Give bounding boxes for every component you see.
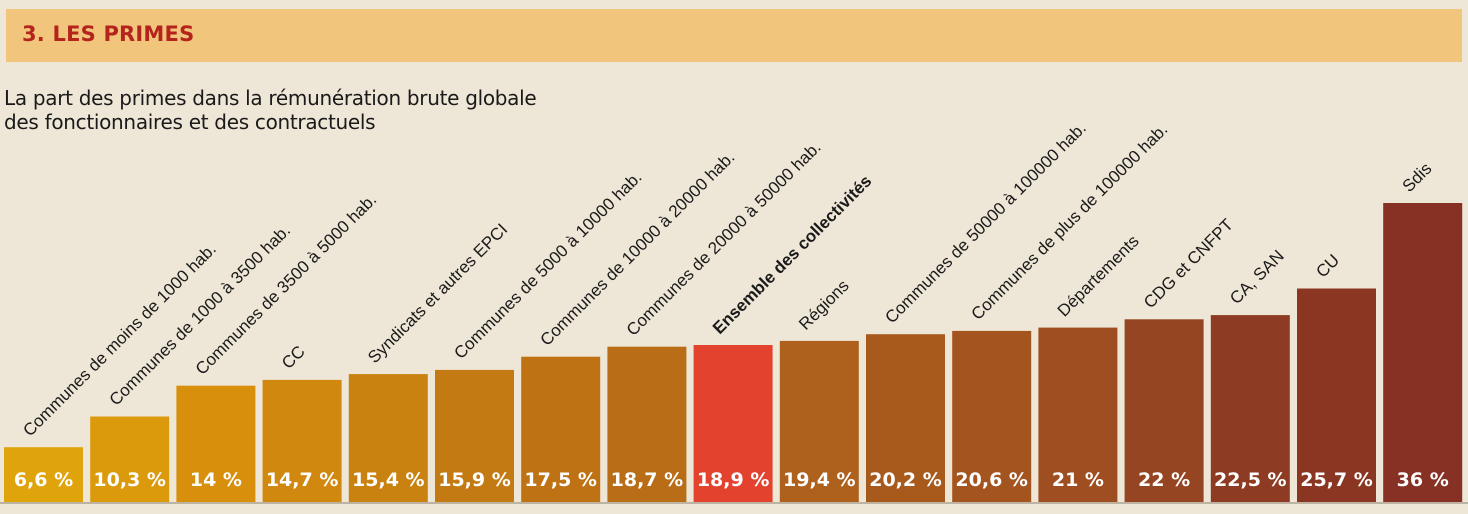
bar-value-label: 6,6 % [14, 469, 73, 491]
bar-value-label: 20,2 % [869, 469, 942, 491]
bar [1210, 315, 1290, 502]
chart-subtitle: La part des primes dans la rémunération … [4, 86, 537, 134]
bar-value-label: 18,9 % [697, 469, 770, 491]
bar [693, 345, 773, 502]
bar [1124, 319, 1204, 502]
category-label: CA, SAN [1226, 246, 1288, 308]
page-title: 3. LES PRIMES [22, 22, 195, 46]
category-label: Sdis [1399, 159, 1436, 196]
header-band: 3. LES PRIMES [6, 9, 1462, 62]
bar [176, 385, 256, 502]
bar-value-label: 22 % [1138, 469, 1190, 491]
bar [779, 340, 859, 502]
bar-value-label: 21 % [1052, 469, 1104, 491]
subtitle-line-2: des fonctionnaires et des contractuels [4, 110, 376, 134]
bar-value-label: 22,5 % [1214, 469, 1287, 491]
bar-value-label: 17,5 % [524, 469, 597, 491]
bar-value-label: 25,7 % [1300, 469, 1373, 491]
category-label: CDG et CNFPT [1140, 215, 1237, 312]
bar-value-label: 15,9 % [438, 469, 511, 491]
category-label: Syndicats et autres EPCI [364, 220, 511, 367]
subtitle-line-1: La part des primes dans la rémunération … [4, 86, 537, 110]
category-label: CU [1312, 251, 1343, 282]
bar-value-label: 14 % [190, 469, 242, 491]
bar [262, 379, 342, 502]
bar [348, 374, 428, 502]
bar-value-label: 14,7 % [266, 469, 339, 491]
bar [1038, 327, 1118, 502]
bar-value-label: 18,7 % [611, 469, 684, 491]
bar [952, 330, 1032, 502]
bar [90, 416, 170, 502]
bar-value-label: 36 % [1397, 469, 1449, 491]
bar-value-label: 19,4 % [783, 469, 856, 491]
bar-value-label: 10,3 % [93, 469, 166, 491]
bar-value-label: 20,6 % [955, 469, 1028, 491]
category-label: Régions [795, 276, 853, 334]
category-label: Ensemble des collectivités [709, 171, 875, 337]
bar [607, 346, 687, 502]
bar-value-label: 15,4 % [352, 469, 425, 491]
category-label: CC [278, 342, 309, 373]
bar [435, 369, 514, 502]
bar [1297, 288, 1376, 502]
bar [1383, 203, 1463, 502]
bar [4, 447, 83, 502]
category-label: Départements [1054, 231, 1143, 320]
bar [866, 334, 945, 502]
bar [521, 356, 601, 502]
